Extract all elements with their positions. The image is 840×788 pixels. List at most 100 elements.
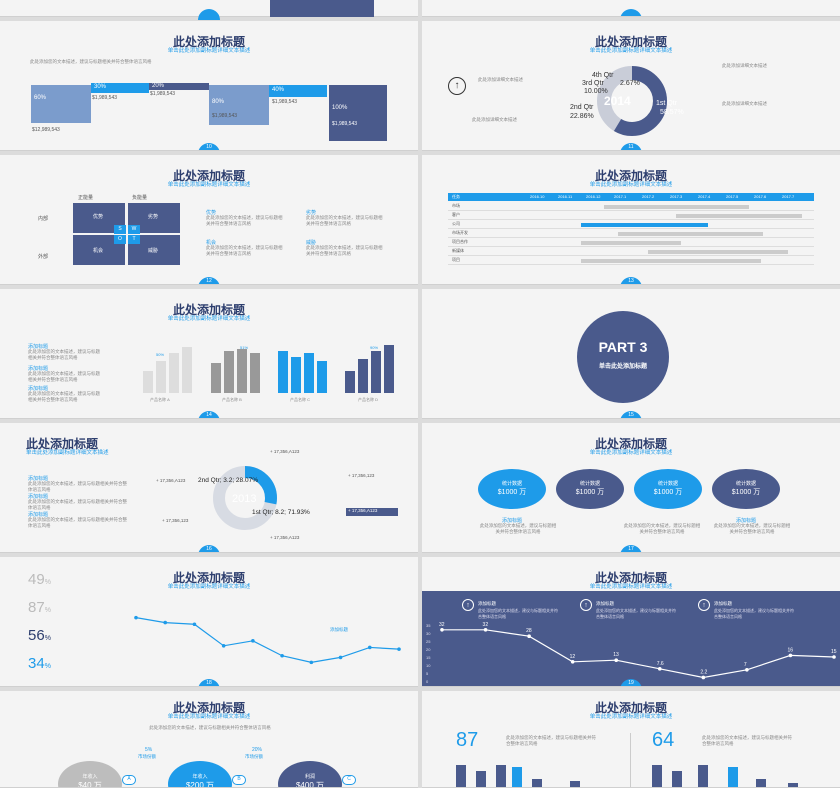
gantt-bar <box>676 214 802 218</box>
step-value: $1,989,543 <box>332 121 358 127</box>
flow-circle: 利润 $400 万 <box>278 761 342 788</box>
data-point <box>440 628 444 632</box>
data-label: 12 <box>570 654 576 660</box>
page-number: 11 <box>620 143 642 150</box>
value-4th: 2.67% <box>620 80 640 87</box>
slide-14-bars[interactable]: 此处添加标题 单击此处添加副标题详细文本描述 添加标题 此处添加您的文本描述，建… <box>0 289 418 419</box>
gantt-row-label: 项目 <box>452 257 460 262</box>
slide-kpi-partial[interactable]: 此处添加标题 单击此处添加副标题详细文本描述 87 此处添加您的文本描述，建议与… <box>422 691 840 788</box>
flow-label: 年收入 <box>82 774 98 780</box>
data-label: 32 <box>439 622 445 628</box>
callout-text: 此处添加详细文本描述 <box>472 117 517 122</box>
slide-15-part3[interactable]: PART 3 单击此处添加标题 15 <box>422 289 840 419</box>
info-label: 添加标题 <box>714 601 732 606</box>
label-4th: 4th Qtr <box>592 72 614 79</box>
bar <box>211 363 221 393</box>
slide-title: 此处添加标题 <box>594 35 667 49</box>
slide-title: 此处添加标题 <box>594 701 667 715</box>
stat-number: 34% <box>28 655 51 672</box>
side-item-text: 此处添加您的文本描述，建议与标题相关并符合整体语言风格 <box>28 481 127 492</box>
stat-circle: 统计数据 $1000 万 <box>712 469 780 509</box>
info-text: 此处添加您的文本描述，建议与标题相关并符合整体语言风格 <box>478 608 558 619</box>
data-point <box>134 615 138 620</box>
callout: + 17,356,123 <box>348 473 375 478</box>
slide-12-swot[interactable]: 此处添加标题 单击此处添加副标题详细文本描述 正能量 负能量 内部 外部 优势 … <box>0 155 418 285</box>
bar <box>371 351 381 393</box>
flow-tag: 市场份额 <box>245 754 263 759</box>
donut-chart: 2013 <box>213 466 277 530</box>
kpi-bar <box>476 771 486 787</box>
slide-16-donut[interactable]: 此处添加标题 单击此处添加副标题详细文本描述 添加标题 此处添加您的文本描述，建… <box>0 423 418 553</box>
gantt-header-cell: 2016.11 <box>558 194 573 199</box>
gantt-header-cell: 2017.2 <box>642 194 655 199</box>
part-title: PART 3 <box>598 339 648 355</box>
gantt-row: 公司 <box>448 220 814 229</box>
banner-block <box>270 0 374 17</box>
bar <box>169 353 179 393</box>
cell-label: 优势 <box>93 214 104 220</box>
gantt-bar <box>618 232 763 236</box>
bar <box>345 371 355 393</box>
slide-18-line[interactable]: 此处添加标题 单击此处添加副标题详细文本描述 49% 87% 56% 34% 添… <box>0 557 418 687</box>
slide-top-right[interactable] <box>422 0 840 17</box>
data-point <box>614 658 619 662</box>
page-number: 16 <box>198 545 220 552</box>
data-point <box>483 628 488 632</box>
bar-pct: 90% <box>370 345 379 350</box>
label-3rd: 3rd Qtr <box>582 80 604 87</box>
stat-number: 87% <box>28 599 51 616</box>
gantt-row: 市场 <box>448 202 814 211</box>
slide-title: 此处添加标题 <box>594 169 667 183</box>
slide-flow-partial[interactable]: 此处添加标题 单击此处添加副标题详细文本描述 此处添加您的文本描述，建议与标题相… <box>0 691 418 788</box>
flow-value: $200 万 <box>185 781 215 788</box>
flow-letter: C <box>342 775 356 785</box>
gantt-header-cell: 2016.10 <box>530 194 545 199</box>
col-label: 正能量 <box>78 195 94 201</box>
slide-title: 此处添加标题 <box>172 303 245 317</box>
gantt-header-row: 任务 2016.10 2016.11 2016.12 2017.1 2017.2… <box>448 193 814 201</box>
page-number: 14 <box>198 411 220 418</box>
data-point <box>221 644 226 648</box>
kpi-number: 87 <box>456 729 479 751</box>
gantt-header-cell: 2017.3 <box>670 194 683 199</box>
data-point <box>745 668 749 672</box>
axis-tick-label: 0 <box>426 679 429 684</box>
gantt-header-cell: 2017.5 <box>726 194 739 199</box>
value-1st: 58.57% <box>660 109 684 116</box>
slide-19-navy-line[interactable]: 此处添加标题 单击此处添加副标题详细文本描述 ↑ 添加标题 此处添加您的文本描述… <box>422 557 840 687</box>
stat-label: 统计数据 <box>579 481 600 487</box>
stat-circle: 统计数据 $1000 万 <box>634 469 702 509</box>
kpi-number: 64 <box>652 729 675 751</box>
gantt-row-label: 市场 <box>452 203 460 208</box>
data-point <box>832 655 836 659</box>
label-2nd: 2nd Qtr <box>570 104 594 111</box>
gantt-header-cell: 2017.1 <box>614 194 627 199</box>
slide-10-waterfall[interactable]: 此处添加标题 单击此处添加副标题详细文本描述 此处添加您的文本描述，建议与标题相… <box>0 21 418 151</box>
slide-title: 此处添加标题 <box>594 571 667 585</box>
bar <box>291 357 301 393</box>
page-number: 13 <box>620 277 642 284</box>
slide-17-circles[interactable]: 此处添加标题 单击此处添加副标题详细文本描述 统计数据 $1000 万 统计数据 $… <box>422 423 840 553</box>
swot-letter-o: O <box>114 235 126 244</box>
side-item-label: 添加标题 <box>28 386 49 392</box>
flow-tag: 市场份额 <box>138 754 156 759</box>
slide-11-donut[interactable]: 此处添加标题 单击此处添加副标题详细文本描述 ↑ 此处添加详细文本描述 此处添加… <box>422 21 840 151</box>
value-2nd: 22.86% <box>570 113 594 120</box>
gantt-header-cell: 2017.7 <box>782 194 795 199</box>
page-number: 12 <box>198 277 220 284</box>
data-point <box>657 667 662 671</box>
data-point <box>788 653 793 658</box>
slide-title: 此处添加标题 <box>172 571 245 585</box>
data-point <box>527 634 531 638</box>
flow-value: $400 万 <box>295 781 325 788</box>
slide-13-gantt[interactable]: 此处添加标题 单击此处添加副标题详细文本描述 任务 2016.10 2016.1… <box>422 155 840 285</box>
swot-letter-w: W <box>128 225 140 234</box>
stat-value: $1000 万 <box>731 489 761 496</box>
flow-letter: B <box>232 775 246 785</box>
slide-title: 此处添加标题 <box>26 437 99 451</box>
slide-subtitle: 单击此处添加副标题详细文本描述 <box>167 584 251 590</box>
caption-text: 此处添加您的文本描述，建议与标题相关并符合整体语言风格 <box>479 523 557 534</box>
page-number: 10 <box>198 143 220 150</box>
caption-text: 此处添加您的文本描述，建议与标题相关并符合整体语言风格 <box>623 523 701 534</box>
